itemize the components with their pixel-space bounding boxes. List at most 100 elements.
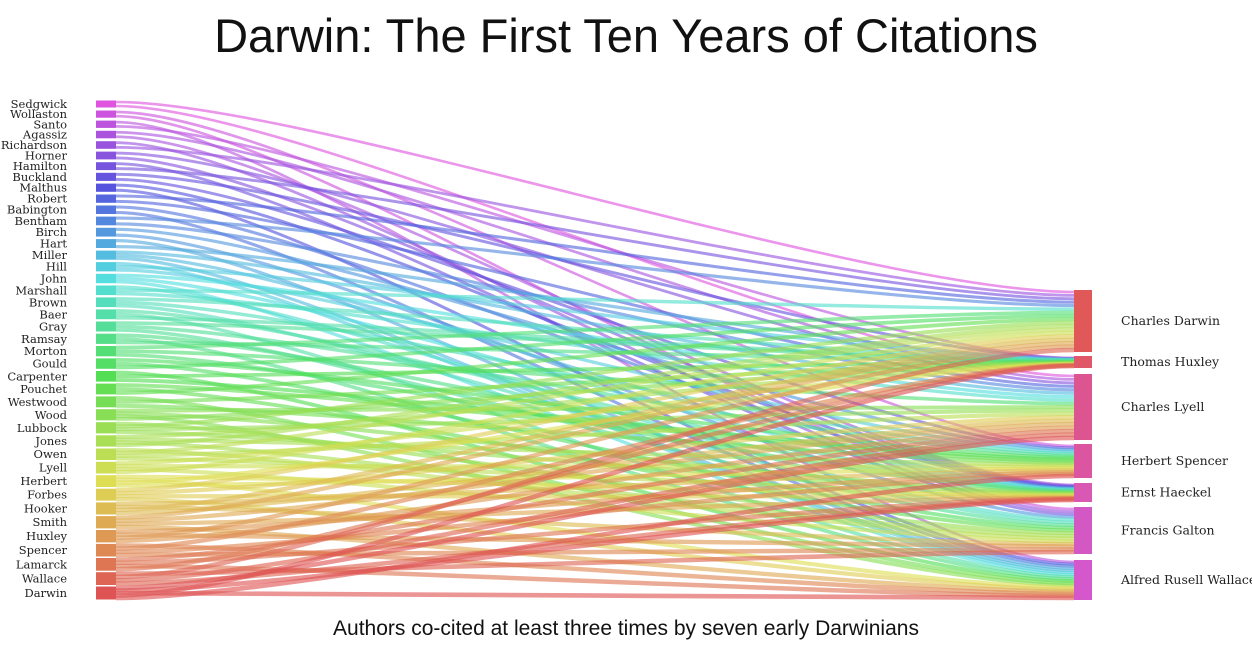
source-label-malthus: Malthus: [19, 181, 67, 195]
target-node-thomas-huxley[interactable]: [1074, 356, 1092, 368]
source-node-hill[interactable]: [96, 262, 116, 272]
source-label-santo: Santo: [33, 117, 67, 131]
link-huxley-to-charles-darwin: [115, 344, 1075, 540]
link-jones-to-charles-darwin: [115, 324, 1075, 448]
target-node-francis-galton[interactable]: [1074, 507, 1092, 554]
source-node-marshall[interactable]: [96, 285, 116, 296]
link-marshall-to-charles-lyell: [115, 291, 1075, 402]
source-label-ramsay: Ramsay: [21, 332, 67, 346]
source-node-gould[interactable]: [96, 358, 116, 369]
source-node-hooker[interactable]: [96, 502, 116, 515]
target-label-ernst-haeckel: Ernst Haeckel: [1121, 485, 1211, 500]
target-node-charles-lyell[interactable]: [1074, 374, 1092, 440]
link-darwin-to-ernst-haeckel: [115, 497, 1075, 593]
source-label-darwin: Darwin: [24, 586, 67, 600]
source-label-wollaston: Wollaston: [10, 107, 68, 121]
target-node-alfred-rusell-wallace[interactable]: [1074, 560, 1092, 600]
source-node-miller[interactable]: [96, 250, 116, 260]
link-smith-to-charles-lyell: [115, 422, 1075, 523]
source-node-agassiz[interactable]: [96, 130, 116, 139]
target-node-herbert-spencer[interactable]: [1074, 444, 1092, 478]
source-label-pouchet: Pouchet: [20, 382, 67, 396]
source-node-carpenter[interactable]: [96, 371, 116, 382]
target-node-ernst-haeckel[interactable]: [1074, 483, 1092, 502]
link-gould-to-francis-galton: [115, 361, 1075, 530]
source-node-birch[interactable]: [96, 227, 116, 237]
target-node-charles-darwin[interactable]: [1074, 290, 1092, 352]
source-label-lubbock: Lubbock: [17, 421, 68, 435]
link-morton-to-charles-lyell: [115, 349, 1075, 406]
source-label-spencer: Spencer: [19, 543, 68, 557]
link-wallace-to-charles-lyell: [115, 432, 1075, 583]
source-node-hart[interactable]: [96, 239, 116, 248]
source-node-pouchet[interactable]: [96, 383, 116, 395]
link-bentham-to-charles-darwin: [115, 216, 1075, 308]
link-spencer-to-francis-galton: [115, 547, 1075, 558]
source-label-lamarck: Lamarck: [16, 557, 68, 571]
source-node-babington[interactable]: [96, 205, 116, 215]
source-label-marshall: Marshall: [15, 283, 67, 297]
link-ramsay-to-thomas-huxley: [115, 340, 1075, 364]
source-node-santo[interactable]: [96, 120, 116, 128]
target-label-charles-darwin: Charles Darwin: [1121, 313, 1220, 328]
link-forbes-to-charles-darwin: [115, 334, 1075, 493]
source-node-herbert[interactable]: [96, 475, 116, 487]
link-smith-to-charles-darwin: [115, 341, 1075, 520]
source-node-lamarck[interactable]: [96, 558, 116, 571]
link-morton-to-charles-darwin: [115, 310, 1075, 350]
source-node-horner[interactable]: [96, 151, 116, 160]
source-node-westwood[interactable]: [96, 396, 116, 408]
source-node-wollaston[interactable]: [96, 110, 116, 118]
source-node-owen[interactable]: [96, 448, 116, 461]
source-node-robert[interactable]: [96, 194, 116, 203]
source-node-jones[interactable]: [96, 435, 116, 447]
source-node-spencer[interactable]: [96, 543, 116, 557]
source-node-baer[interactable]: [96, 309, 116, 320]
source-node-bentham[interactable]: [96, 216, 116, 226]
source-label-babington: Babington: [7, 203, 68, 217]
source-label-robert: Robert: [27, 192, 67, 206]
source-node-lyell[interactable]: [96, 461, 116, 474]
target-label-thomas-huxley: Thomas Huxley: [1121, 354, 1220, 369]
source-node-smith[interactable]: [96, 516, 116, 529]
link-richardson-to-charles-darwin: [115, 145, 1075, 297]
target-label-francis-galton: Francis Galton: [1121, 523, 1215, 538]
source-label-herbert: Herbert: [20, 474, 67, 488]
source-node-richardson[interactable]: [96, 141, 116, 149]
target-label-charles-lyell: Charles Lyell: [1121, 399, 1204, 414]
source-node-forbes[interactable]: [96, 488, 116, 501]
source-node-sedgwick[interactable]: [96, 100, 116, 108]
source-label-brown: Brown: [29, 295, 68, 309]
link-wood-to-charles-lyell: [115, 405, 1075, 413]
source-node-john[interactable]: [96, 273, 116, 284]
link-darwin-to-charles-lyell: [115, 435, 1075, 591]
source-node-malthus[interactable]: [96, 183, 116, 192]
link-miller-to-charles-lyell: [115, 250, 1075, 395]
source-label-wood: Wood: [35, 408, 68, 422]
source-label-owen: Owen: [34, 447, 68, 461]
link-gould-to-charles-darwin: [115, 314, 1075, 370]
link-sedgwick-to-charles-darwin: [115, 100, 1075, 294]
source-node-wood[interactable]: [96, 409, 116, 421]
source-label-hill: Hill: [46, 260, 67, 274]
source-label-gould: Gould: [32, 357, 67, 371]
source-node-wallace[interactable]: [96, 572, 116, 585]
link-darwin-to-thomas-huxley: [115, 363, 1075, 598]
source-node-gray[interactable]: [96, 321, 116, 332]
source-label-hart: Hart: [40, 237, 67, 251]
source-node-brown[interactable]: [96, 297, 116, 308]
link-smith-to-ernst-haeckel: [115, 495, 1075, 526]
source-node-huxley[interactable]: [96, 530, 116, 543]
source-node-buckland[interactable]: [96, 172, 116, 181]
source-node-ramsay[interactable]: [96, 333, 116, 344]
source-node-morton[interactable]: [96, 346, 116, 357]
link-marshall-to-charles-darwin: [115, 288, 1075, 311]
source-node-darwin[interactable]: [96, 586, 116, 600]
source-node-hamilton[interactable]: [96, 162, 116, 171]
link-owen-to-charles-darwin: [115, 327, 1075, 455]
link-lamarck-to-charles-lyell: [115, 428, 1075, 562]
link-jones-to-herbert-spencer: [115, 437, 1075, 467]
source-node-lubbock[interactable]: [96, 422, 116, 434]
source-label-wallace: Wallace: [22, 572, 67, 586]
